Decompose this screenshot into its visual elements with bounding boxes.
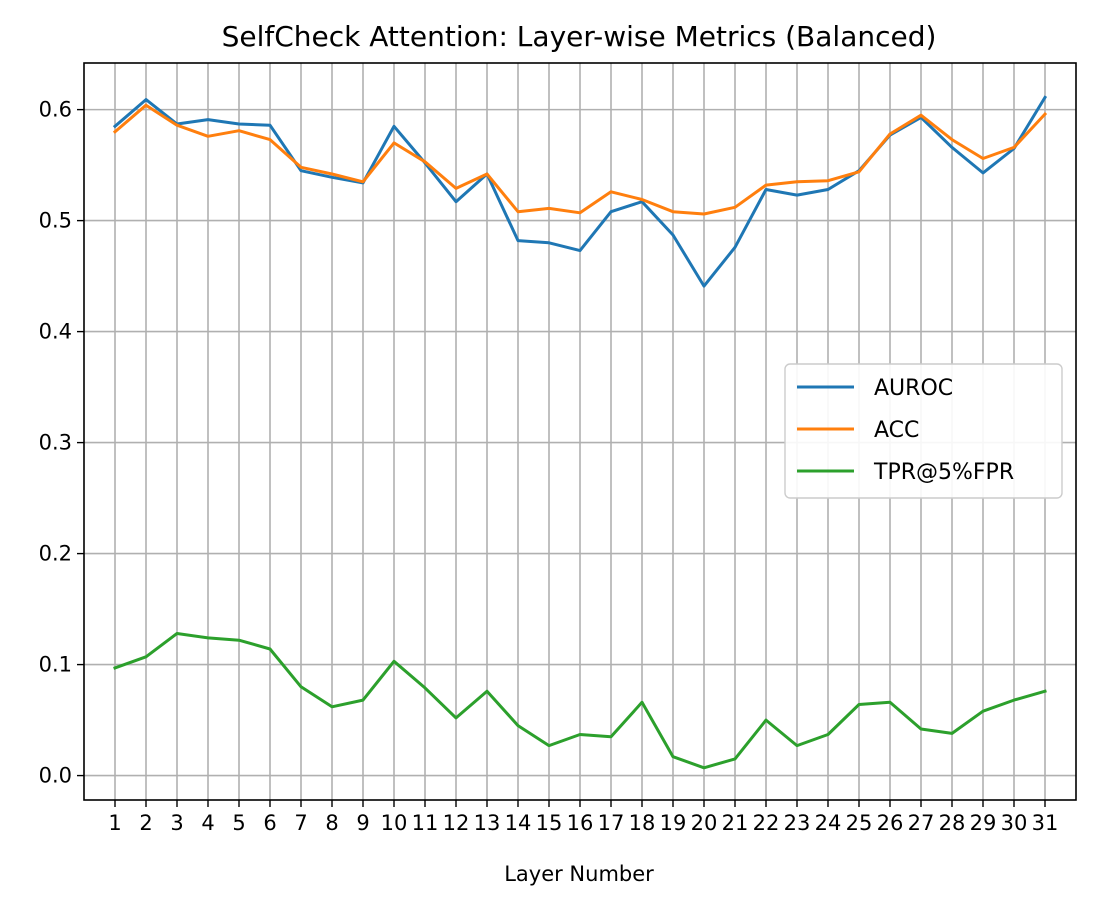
x-tick-label: 25 bbox=[846, 811, 873, 835]
x-tick-label: 17 bbox=[598, 811, 625, 835]
x-tick-label: 1 bbox=[108, 811, 121, 835]
x-tick-label: 11 bbox=[412, 811, 439, 835]
x-tick-label: 26 bbox=[877, 811, 904, 835]
legend-label: AUROC bbox=[874, 376, 953, 401]
legend-frame bbox=[784, 363, 1063, 499]
x-tick-label: 8 bbox=[325, 811, 338, 835]
legend-label: TPR@5%FPR bbox=[873, 460, 1014, 485]
y-tick-label: 0.4 bbox=[39, 320, 72, 344]
x-axis-label: Layer Number bbox=[504, 862, 654, 886]
y-tick-label: 0.5 bbox=[39, 209, 72, 233]
x-tick-label: 19 bbox=[660, 811, 687, 835]
x-tick-label: 30 bbox=[1001, 811, 1028, 835]
x-tick-label: 28 bbox=[939, 811, 966, 835]
x-tick-label: 6 bbox=[263, 811, 276, 835]
x-tick-label: 27 bbox=[908, 811, 935, 835]
x-tick-label: 12 bbox=[443, 811, 470, 835]
y-tick-label: 0.3 bbox=[39, 431, 72, 455]
x-tick-label: 7 bbox=[294, 811, 307, 835]
series-line-acc bbox=[112, 103, 1048, 216]
series-line-tpr-5-fpr bbox=[113, 632, 1047, 770]
x-tick-label: 22 bbox=[753, 811, 780, 835]
x-tick-label: 3 bbox=[170, 811, 183, 835]
series-layer bbox=[112, 95, 1048, 770]
x-tick-label: 10 bbox=[381, 811, 408, 835]
legend: AUROC ACC TPR@5%FPR bbox=[784, 363, 1063, 499]
x-tick-label: 29 bbox=[970, 811, 997, 835]
x-tick-label: 16 bbox=[567, 811, 594, 835]
x-tick-label: 31 bbox=[1032, 811, 1059, 835]
x-tick-label: 20 bbox=[691, 811, 718, 835]
y-tick-label: 0.6 bbox=[39, 98, 72, 122]
x-tick-label: 14 bbox=[505, 811, 532, 835]
x-tick-label: 13 bbox=[474, 811, 501, 835]
x-tick-label: 21 bbox=[722, 811, 749, 835]
y-tick-label: 0.0 bbox=[39, 764, 72, 788]
x-tick-label: 2 bbox=[139, 811, 152, 835]
x-tick-label: 5 bbox=[232, 811, 245, 835]
x-tick-label: 18 bbox=[629, 811, 656, 835]
x-tick-label: 4 bbox=[201, 811, 214, 835]
y-tick-label: 0.2 bbox=[39, 542, 72, 566]
legend-label: ACC bbox=[874, 418, 919, 443]
y-tick-label: 0.1 bbox=[39, 653, 72, 677]
x-tick-label: 9 bbox=[356, 811, 369, 835]
x-tick-label: 15 bbox=[536, 811, 563, 835]
x-tick-label: 23 bbox=[784, 811, 811, 835]
chart-title: SelfCheck Attention: Layer-wise Metrics … bbox=[222, 20, 937, 53]
axis-ticks: 1 2 3 4 5 6 7 8 9 10 11 12 13 14 15 16 17 18 19 20 21 22 23 24 2… bbox=[39, 98, 1059, 835]
x-tick-label: 24 bbox=[815, 811, 842, 835]
